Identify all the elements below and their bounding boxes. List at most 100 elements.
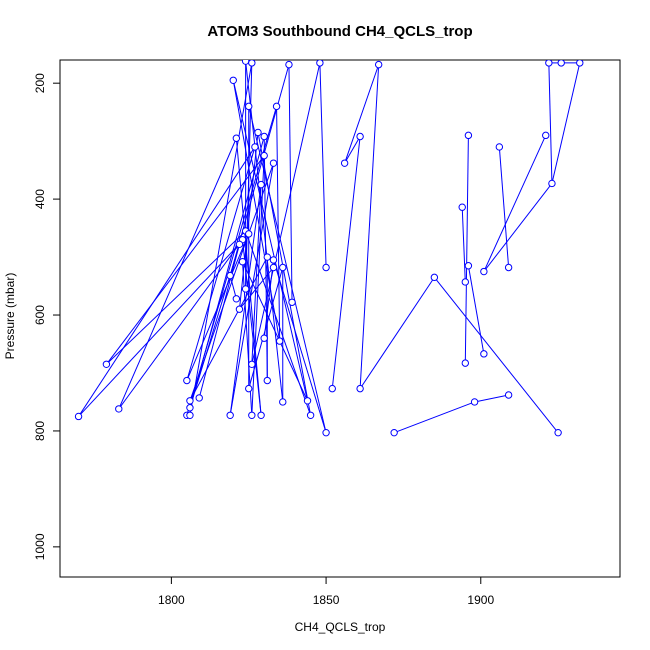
data-point xyxy=(464,131,473,140)
data-point xyxy=(102,360,111,368)
data-point xyxy=(306,411,315,419)
data-point xyxy=(340,159,349,167)
data-point xyxy=(316,60,324,67)
data-point xyxy=(548,179,556,188)
data-point xyxy=(430,273,439,282)
data-point xyxy=(328,384,336,393)
series-segment xyxy=(229,275,237,299)
series-segment xyxy=(198,244,240,399)
data-point xyxy=(195,394,203,402)
data-point xyxy=(241,60,250,65)
data-point xyxy=(226,411,234,419)
data-point xyxy=(322,428,330,437)
data-point xyxy=(232,134,241,142)
data-point xyxy=(232,295,241,303)
data-point xyxy=(356,132,364,141)
data-point xyxy=(260,151,268,160)
series-segment xyxy=(263,259,274,339)
data-point xyxy=(461,278,470,286)
data-point xyxy=(279,263,287,272)
y-tick-label: 200 xyxy=(33,73,47,93)
data-point xyxy=(303,397,312,405)
data-point xyxy=(229,76,237,84)
data-point xyxy=(390,428,398,437)
chart-title: ATOM3 Southbound CH4_QCLS_trop xyxy=(207,23,472,40)
series-segment xyxy=(245,230,312,416)
x-axis: 1800 1850 1900 xyxy=(158,576,494,607)
data-point xyxy=(322,263,330,272)
data-point xyxy=(74,412,83,421)
data-point xyxy=(257,411,265,419)
series-segment xyxy=(483,183,553,272)
data-point xyxy=(251,143,259,151)
data-point xyxy=(260,334,268,342)
data-point xyxy=(254,128,262,137)
y-tick-label: 600 xyxy=(33,305,47,325)
data-point xyxy=(464,262,473,270)
series-segment xyxy=(273,259,327,433)
series-segment xyxy=(359,277,435,389)
series-segment xyxy=(242,239,262,416)
data-point xyxy=(248,411,256,419)
data-point xyxy=(504,263,513,272)
series-segment xyxy=(548,62,553,184)
series-segment xyxy=(393,401,475,434)
series-segment xyxy=(245,61,284,403)
series-segment xyxy=(483,135,547,272)
data-point xyxy=(241,285,250,293)
series-segment xyxy=(464,135,469,364)
y-axis-label: Pressure (mbar) xyxy=(3,273,17,360)
series-segment xyxy=(359,64,380,389)
series-segment xyxy=(229,163,274,416)
series-segment xyxy=(344,64,380,164)
series-segment xyxy=(319,62,327,268)
series-segment xyxy=(245,62,253,289)
data-point xyxy=(272,102,281,111)
data-point xyxy=(480,350,488,358)
data-point xyxy=(257,180,265,189)
data-point xyxy=(285,60,293,69)
data-point xyxy=(461,359,470,367)
series-segment xyxy=(433,277,559,433)
series-segment xyxy=(78,233,250,417)
data-point xyxy=(557,60,565,67)
series-segment xyxy=(344,136,361,164)
data-point xyxy=(245,102,253,111)
data-point xyxy=(263,376,271,385)
x-axis-label: CH4_QCLS_trop xyxy=(295,620,386,634)
series-segment xyxy=(189,62,253,416)
y-tick-label: 800 xyxy=(33,421,47,441)
series-points xyxy=(74,60,584,437)
series-segment xyxy=(189,256,268,402)
data-point xyxy=(356,384,364,393)
series-segment xyxy=(257,132,312,416)
series-segment xyxy=(118,138,237,410)
series-segment xyxy=(251,184,262,365)
series-segment xyxy=(248,106,327,433)
data-point xyxy=(269,256,278,264)
series-segment xyxy=(106,230,246,365)
data-point xyxy=(186,411,194,419)
data-point xyxy=(554,428,562,437)
y-tick-label: 400 xyxy=(33,189,47,209)
series-segment xyxy=(189,244,240,408)
data-point xyxy=(374,60,383,69)
data-point xyxy=(288,298,296,306)
data-point xyxy=(238,257,247,266)
data-point xyxy=(235,240,244,249)
series-segment xyxy=(232,80,309,401)
series-segment xyxy=(238,132,259,310)
y-tick-label: 1000 xyxy=(33,533,47,560)
series-segment xyxy=(498,146,510,268)
y-axis: 200 400 600 800 1000 xyxy=(33,73,61,560)
data-point xyxy=(248,360,256,368)
series-segment xyxy=(276,106,281,342)
series-segment xyxy=(229,184,262,416)
x-tick-label: 1800 xyxy=(158,593,185,607)
data-point xyxy=(248,60,256,67)
series-segment xyxy=(118,239,243,410)
series-segment xyxy=(461,207,466,283)
series-segment xyxy=(78,146,256,417)
data-point xyxy=(260,132,268,141)
